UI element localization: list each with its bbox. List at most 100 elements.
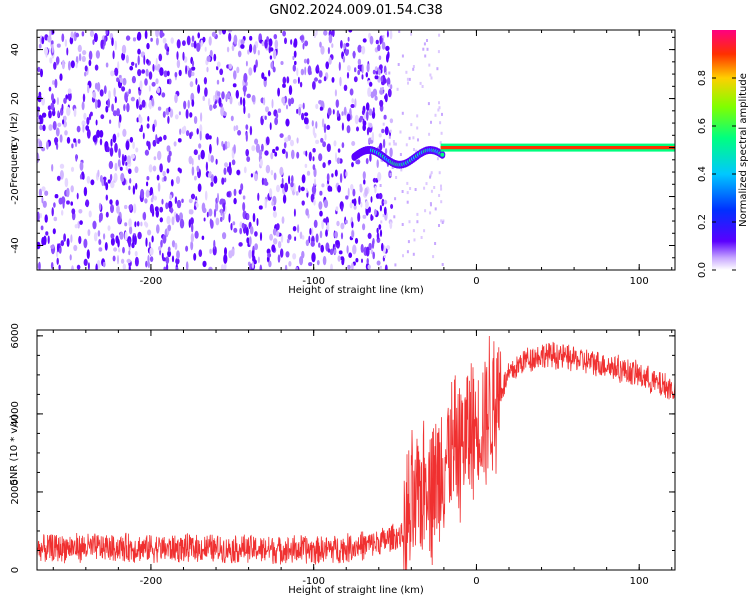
noise-blob <box>376 232 380 240</box>
noise-blob <box>167 154 171 163</box>
noise-blob <box>264 181 269 186</box>
noise-blob <box>174 114 179 120</box>
noise-speck <box>426 39 428 42</box>
noise-speck <box>407 81 409 85</box>
noise-blob <box>160 32 165 37</box>
noise-blob <box>141 69 146 74</box>
noise-blob <box>143 55 146 65</box>
noise-blob <box>117 61 120 71</box>
noise-blob <box>295 191 299 196</box>
noise-blob <box>132 141 135 149</box>
noise-blob <box>328 57 332 65</box>
noise-blob <box>211 31 216 37</box>
noise-blob <box>122 128 127 137</box>
noise-speck <box>424 54 427 58</box>
noise-blob <box>148 85 151 92</box>
noise-speck <box>416 114 419 118</box>
noise-blob <box>270 152 274 160</box>
noise-blob <box>85 125 90 131</box>
noise-blob <box>202 36 206 43</box>
noise-blob <box>335 99 339 108</box>
colorbar-tick-label: 0.6 <box>697 118 708 134</box>
noise-blob <box>171 216 175 226</box>
noise-blob <box>379 35 382 45</box>
noise-blob <box>156 224 160 234</box>
noise-blob <box>48 110 52 119</box>
noise-blob <box>296 137 299 144</box>
noise-speck <box>389 173 392 177</box>
noise-blob <box>138 116 143 124</box>
noise-blob <box>162 234 167 244</box>
noise-blob <box>76 125 81 133</box>
noise-blob <box>196 128 199 135</box>
noise-blob <box>367 264 371 270</box>
noise-blob <box>212 95 216 102</box>
noise-blob <box>293 38 298 48</box>
noise-blob <box>221 177 225 185</box>
noise-blob <box>117 255 119 265</box>
noise-blob <box>111 103 114 112</box>
noise-speck <box>423 42 426 46</box>
noise-blob <box>102 261 106 268</box>
snr-series-line <box>37 335 675 570</box>
noise-blob <box>176 199 182 209</box>
noise-blob <box>145 68 149 77</box>
noise-blob <box>197 84 201 94</box>
noise-blob <box>243 166 247 174</box>
noise-blob <box>78 209 83 214</box>
noise-blob <box>177 138 182 143</box>
noise-blob <box>265 136 270 146</box>
noise-blob <box>288 261 292 267</box>
y-tick-label: -40 <box>10 237 21 253</box>
noise-blob <box>47 235 50 244</box>
noise-blob <box>341 111 344 116</box>
noise-blob <box>189 132 192 140</box>
noise-blob <box>327 107 332 116</box>
noise-blob <box>220 216 223 222</box>
noise-blob <box>343 84 348 92</box>
noise-blob <box>161 92 166 98</box>
noise-blob <box>88 50 93 60</box>
noise-blob <box>312 156 315 162</box>
noise-blob <box>55 56 60 65</box>
noise-blob <box>312 148 316 153</box>
noise-blob <box>331 173 334 178</box>
noise-blob <box>254 138 259 145</box>
noise-blob <box>166 70 170 77</box>
noise-blob <box>247 49 250 55</box>
noise-blob <box>86 249 90 260</box>
noise-blob <box>93 232 98 242</box>
noise-blob <box>108 160 114 170</box>
noise-blob <box>348 30 353 33</box>
noise-blob <box>330 263 333 270</box>
noise-blob <box>77 138 81 144</box>
noise-blob <box>353 76 358 83</box>
noise-speck <box>441 263 444 266</box>
noise-blob <box>281 177 284 185</box>
noise-speck <box>398 30 401 33</box>
noise-blob <box>389 118 394 124</box>
noise-blob <box>64 130 68 136</box>
noise-blob <box>56 243 60 253</box>
noise-blob <box>368 122 373 128</box>
noise-blob <box>66 200 70 205</box>
noise-blob <box>322 255 327 266</box>
noise-blob <box>96 129 101 138</box>
noise-blob <box>351 162 354 168</box>
noise-blob <box>157 106 162 111</box>
noise-blob <box>381 198 385 207</box>
noise-blob <box>103 176 106 187</box>
noise-blob <box>240 183 244 191</box>
noise-blob <box>128 266 131 270</box>
noise-blob <box>185 109 189 119</box>
noise-blob <box>186 35 191 46</box>
noise-blob <box>363 120 367 126</box>
noise-blob <box>282 83 286 88</box>
noise-blob <box>293 208 296 217</box>
noise-blob <box>389 30 393 40</box>
noise-blob <box>252 212 256 223</box>
noise-blob <box>134 256 139 267</box>
noise-blob <box>92 39 95 45</box>
noise-blob <box>302 102 305 110</box>
